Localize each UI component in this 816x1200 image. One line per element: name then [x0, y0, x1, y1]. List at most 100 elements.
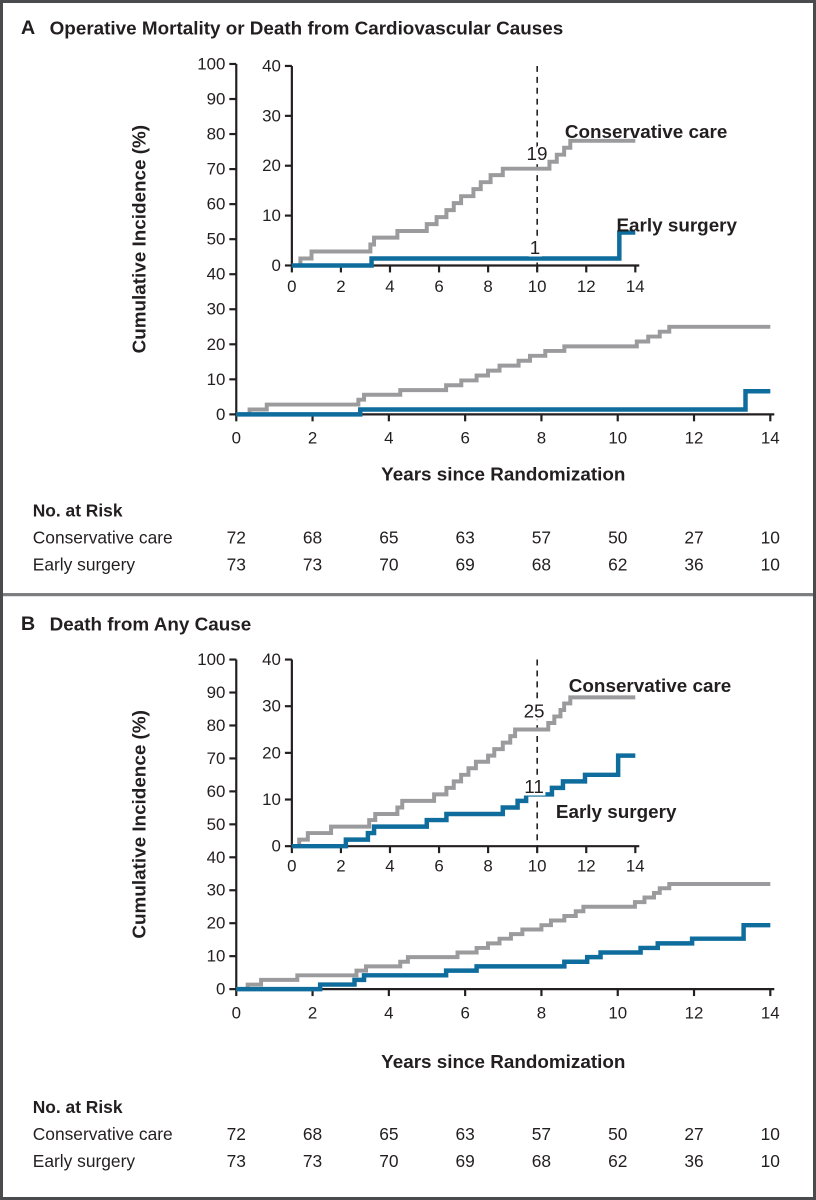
panel-divider [3, 593, 813, 597]
y-tick-label: 60 [207, 782, 226, 801]
y-tick-label: 10 [207, 947, 226, 966]
conservative-care-curve-main [236, 882, 771, 992]
x-tick-label: 2 [308, 1003, 317, 1022]
inset-x-tick-label: 0 [287, 857, 296, 876]
y-tick-label: 70 [207, 749, 226, 768]
km-figure-svg: A Operative Mortality or Death from Cardi… [3, 17, 813, 1171]
y-tick-label: 0 [216, 405, 225, 424]
risk-value: 72 [227, 527, 246, 547]
inset-axes: 0 10 20 30 40 0 2 4 6 8 10 12 14 [262, 56, 645, 295]
inset-axes: 0 10 20 30 40 0 2 4 6 8 10 12 14 [262, 650, 645, 875]
y-tick-label: 20 [207, 335, 226, 354]
risk-value: 73 [227, 1151, 246, 1171]
y-tick-label: 90 [207, 90, 226, 109]
panel-b-letter: B [21, 613, 35, 635]
x-tick-label: 0 [232, 1003, 241, 1022]
risk-value: 70 [379, 1151, 398, 1171]
inset-y-tick-label: 30 [262, 697, 281, 716]
inset-x-tick-label: 4 [385, 277, 394, 296]
conservative-care-label: Conservative care [565, 121, 727, 142]
conservative-care-curve-inset [291, 695, 636, 849]
inset-y-tick-label: 40 [262, 650, 281, 669]
y-axis-title: Cumulative Incidence (%) [128, 125, 149, 353]
early-surgery-curve-main [236, 389, 771, 417]
risk-value: 69 [455, 554, 474, 574]
inset-y-tick-label: 0 [272, 256, 281, 275]
x-tick-label: 8 [537, 1003, 546, 1022]
y-tick-label: 100 [197, 650, 225, 669]
risk-value: 73 [303, 554, 322, 574]
inset-x-tick-label: 8 [483, 277, 492, 296]
inset-y-tick-label: 10 [262, 206, 281, 225]
x-axis-title: Years since Randomization [381, 1051, 625, 1072]
risk-value: 68 [303, 527, 322, 547]
x-tick-label: 12 [685, 429, 704, 448]
x-tick-label: 6 [460, 1003, 469, 1022]
y-tick-label: 60 [207, 195, 226, 214]
inset-y-tick-label: 20 [262, 156, 281, 175]
risk-value: 57 [532, 1124, 551, 1144]
panel-a-title: Operative Mortality or Death from Cardio… [50, 18, 564, 39]
inset-x-tick-label: 2 [336, 857, 345, 876]
y-tick-label: 10 [207, 370, 226, 389]
y-axis-title: Cumulative Incidence (%) [128, 710, 149, 938]
y-tick-label: 50 [207, 230, 226, 249]
risk-value: 36 [684, 1151, 703, 1171]
y-tick-label: 80 [207, 125, 226, 144]
inset-y-tick-label: 10 [262, 790, 281, 809]
risk-value: 68 [532, 1151, 551, 1171]
y-tick-label: 0 [216, 980, 225, 999]
x-tick-label: 0 [232, 429, 241, 448]
risk-value: 10 [761, 1124, 780, 1144]
conservative-care-10yr-value: 19 [527, 143, 548, 164]
y-tick-label: 70 [207, 160, 226, 179]
conservative-care-label: Conservative care [569, 675, 732, 696]
risk-value: 27 [684, 527, 703, 547]
inset-y-tick-label: 0 [272, 837, 281, 856]
risk-row-label: Conservative care [33, 527, 173, 547]
risk-table-header: No. at Risk [33, 501, 123, 521]
risk-value: 63 [455, 527, 474, 547]
x-tick-label: 4 [384, 429, 393, 448]
x-tick-label: 14 [761, 1003, 780, 1022]
conservative-care-curve-inset [291, 138, 636, 268]
panel-b: B Death from Any Cause0102030405060708090… [21, 613, 780, 1171]
risk-table: No. at Risk Conservative care 72 68 65 63 57 50… [33, 501, 780, 575]
x-tick-label: 6 [460, 429, 469, 448]
inset-x-tick-label: 10 [528, 277, 547, 296]
risk-table-header: No. at Risk [33, 1097, 123, 1117]
panel-a: A Operative Mortality or Death from Cardi… [21, 17, 780, 574]
early-surgery-label: Early surgery [616, 214, 737, 235]
risk-value: 65 [379, 1124, 398, 1144]
risk-value: 73 [303, 1151, 322, 1171]
early-surgery-curve-inset [291, 753, 636, 849]
inset-x-tick-label: 4 [385, 857, 394, 876]
risk-value: 70 [379, 554, 398, 574]
x-tick-label: 10 [608, 429, 627, 448]
risk-value: 63 [455, 1124, 474, 1144]
x-tick-label: 12 [685, 1003, 704, 1022]
risk-row-label: Early surgery [33, 554, 136, 574]
y-tick-label: 30 [207, 300, 226, 319]
y-tick-label: 50 [207, 815, 226, 834]
inset-x-tick-label: 10 [528, 857, 547, 876]
x-tick-label: 2 [308, 429, 317, 448]
y-tick-label: 80 [207, 716, 226, 735]
early-surgery-10yr-value: 1 [530, 237, 541, 258]
risk-value: 72 [227, 1124, 246, 1144]
x-tick-label: 14 [761, 429, 780, 448]
y-tick-label: 40 [207, 848, 226, 867]
x-tick-label: 4 [384, 1003, 393, 1022]
inset-y-tick-label: 30 [262, 106, 281, 125]
inset-x-tick-label: 6 [434, 277, 443, 296]
risk-table: No. at Risk Conservative care 72 68 65 63 57 50… [33, 1097, 780, 1171]
risk-value: 68 [303, 1124, 322, 1144]
inset-x-tick-label: 8 [483, 857, 492, 876]
risk-value: 36 [684, 554, 703, 574]
risk-value: 50 [608, 1124, 627, 1144]
early-surgery-10yr-value: 11 [524, 776, 544, 797]
y-tick-label: 30 [207, 881, 226, 900]
x-tick-label: 8 [537, 429, 546, 448]
